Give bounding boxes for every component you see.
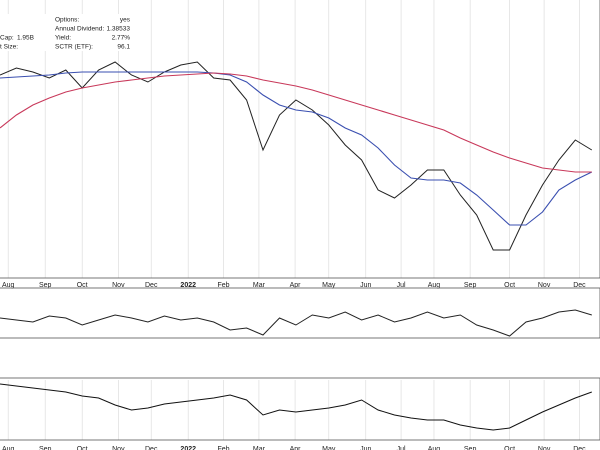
x-tick-label: Aug [2, 446, 15, 450]
series-line [0, 383, 592, 431]
x-tick-label: Jul [397, 282, 406, 289]
lower-panel [0, 377, 600, 441]
x-tick-label: Dec [573, 282, 586, 289]
x-tick-label: Dec [573, 446, 586, 450]
x-tick-label: Jun [360, 282, 371, 289]
value: 2.77% [112, 35, 131, 42]
x-tick-label: Jun [360, 446, 371, 450]
x-tick-label: Feb [218, 282, 230, 289]
label: Yield: [55, 35, 71, 42]
x-tick-label: Oct [77, 282, 88, 289]
price-panel [0, 0, 600, 279]
x-tick-label: Aug [428, 282, 441, 289]
label: t Size: [0, 44, 18, 51]
rsi-panel [0, 287, 600, 339]
x-tick-label: May [322, 446, 336, 450]
x-tick-label: Dec [145, 282, 158, 289]
x-tick-label: Sep [464, 282, 477, 289]
x-tick-label: Aug [2, 282, 15, 289]
x-tick-label: Mar [253, 282, 266, 289]
label: SCTR (ETF): [55, 44, 93, 51]
series-line [0, 72, 592, 173]
series-line [0, 309, 592, 337]
header-box [0, 14, 135, 51]
header: Options: yes Annual Dividend: 1.38533 Yi… [0, 14, 135, 51]
label: Cap: [0, 35, 14, 42]
x-tick-label: Sep [39, 282, 52, 289]
x-tick-label: 2022 [180, 282, 196, 289]
value: yes [120, 17, 131, 24]
value: 1.95B [17, 35, 34, 42]
series-line [0, 71, 593, 226]
x-tick-label: 2022 [180, 446, 196, 450]
x-tick-label: Apr [290, 446, 302, 450]
x-tick-label: Sep [464, 446, 477, 450]
x-tick-label: Oct [504, 282, 515, 289]
x-tick-label: Nov [538, 282, 551, 289]
x-tick-label: Apr [290, 282, 302, 289]
x-tick-label: May [322, 282, 336, 289]
x-tick-label: Oct [504, 446, 515, 450]
x-tick-label: Feb [218, 446, 230, 450]
value: 96.1 [117, 44, 130, 51]
x-tick-label: Oct [77, 446, 88, 450]
x-tick-label: Sep [39, 446, 52, 450]
x-tick-label: Nov [112, 446, 125, 450]
x-tick-label: Nov [112, 282, 125, 289]
label: Annual Dividend: [55, 26, 104, 33]
value: 1.38533 [107, 26, 131, 33]
x-tick-label: Aug [428, 446, 441, 450]
x-tick-label: Dec [145, 446, 158, 450]
x-tick-label: Nov [538, 446, 551, 450]
series-line [0, 61, 593, 251]
x-tick-label: Mar [253, 446, 266, 450]
x-tick-label: Jul [397, 446, 406, 450]
label: Options: [55, 17, 79, 24]
